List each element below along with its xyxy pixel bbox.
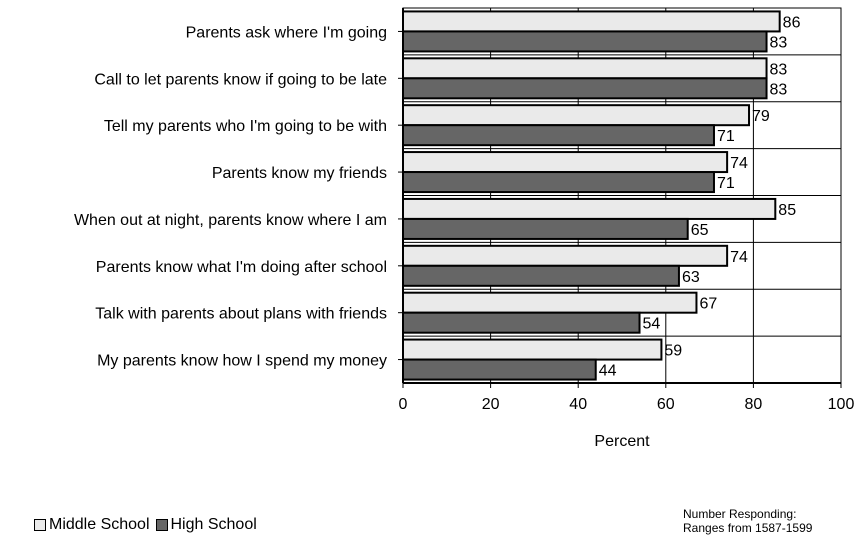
respondents-note-line1: Number Responding: [683,507,797,521]
x-tick-label: 60 [657,396,675,413]
bar-middle-school [402,57,768,80]
bar-value-label: 86 [783,14,801,31]
bar-value-label: 83 [770,34,788,51]
bar-high-school [402,124,715,147]
category-label: Call to let parents know if going to be … [94,71,387,88]
category-label: Parents know my friends [212,165,387,182]
legend-swatch-high-school [155,519,168,531]
category-label: When out at night, parents know where I … [74,212,387,229]
x-tick-label: 80 [745,396,763,413]
bar-high-school [402,311,641,334]
bar-value-label: 71 [717,128,735,145]
bar-middle-school [402,197,777,220]
category-label: Talk with parents about plans with frien… [95,306,387,323]
bar-value-label: 63 [682,269,700,286]
bar-middle-school [402,244,729,267]
bar-high-school [402,30,768,53]
x-tick-label: 20 [482,396,500,413]
bar-value-label: 67 [699,296,717,313]
respondents-note: Number Responding: Ranges from 1587-1599 [683,507,812,535]
category-label: My parents know how I spend my money [97,353,387,370]
x-tick-label: 100 [828,396,855,413]
bar-high-school [402,264,680,287]
legend-label-middle-school: Middle School [49,516,150,533]
x-tick-label: 0 [399,396,408,413]
bar-value-label: 74 [730,249,748,266]
legend-item-high-school: High School [155,516,257,534]
bar-value-label: 71 [717,175,735,192]
bar-middle-school [402,10,781,33]
x-axis-label: Percent [594,433,650,450]
respondents-note-line2: Ranges from 1587-1599 [683,521,813,535]
category-label: Parents know what I'm doing after school [96,259,387,276]
bar-high-school [402,171,715,194]
category-label: Parents ask where I'm going [186,24,387,41]
bar-middle-school [402,104,751,127]
legend-label-high-school: High School [170,516,257,533]
bar-value-label: 83 [770,61,788,78]
bar-value-label: 74 [730,155,748,172]
bar-high-school [402,358,597,381]
bar-value-label: 85 [778,202,796,219]
bar-value-label: 79 [752,108,770,125]
bar-middle-school [402,151,729,174]
legend-item-middle-school: Middle School [34,516,150,534]
bar-middle-school [402,338,663,361]
x-tick-label: 40 [569,396,587,413]
legend: Middle School High School [34,516,263,534]
bar-value-label: 83 [770,81,788,98]
axes: Parents ask where I'm going Call to let p… [74,8,855,413]
bar-value-label: 59 [664,343,682,360]
bar-value-label: 44 [599,363,617,380]
bar-value-label: 54 [643,316,661,333]
bar-high-school [402,217,689,240]
category-label: Tell my parents who I'm going to be with [104,118,387,135]
legend-swatch-middle-school [34,519,46,531]
bar-high-school [402,77,768,100]
bar-value-label: 65 [691,222,709,239]
bar-middle-school [402,291,698,314]
